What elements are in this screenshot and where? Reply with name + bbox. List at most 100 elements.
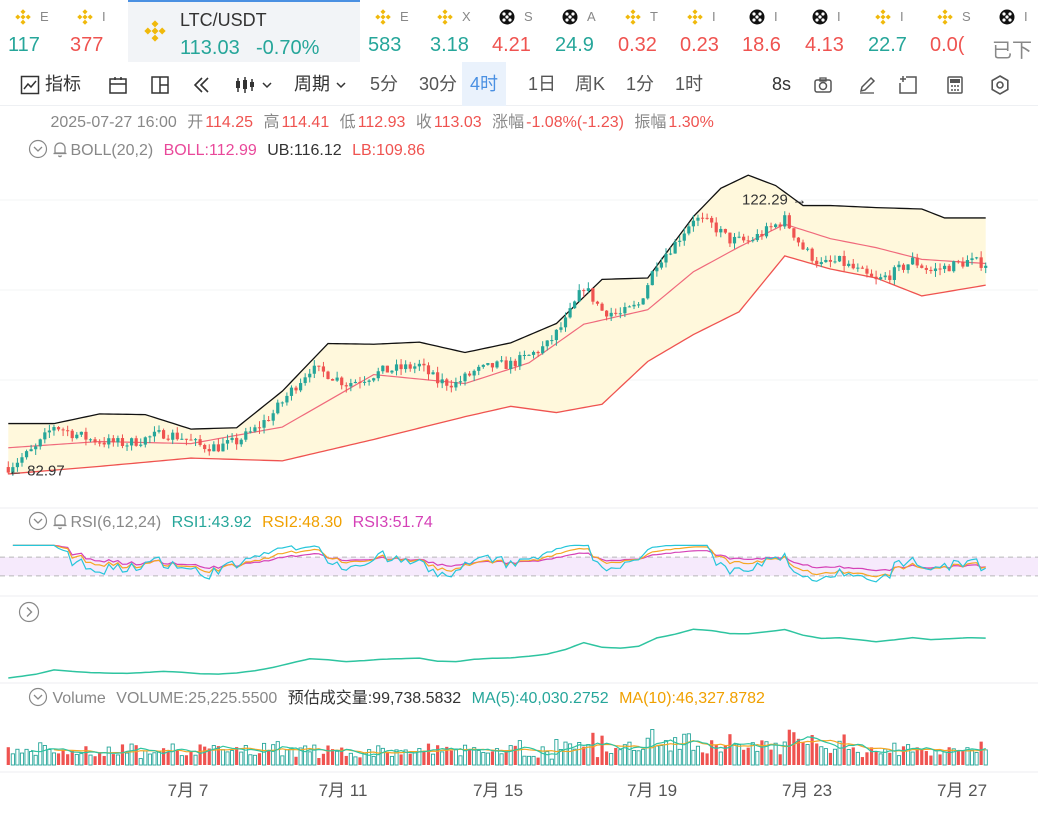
- settings-button[interactable]: [990, 62, 1010, 106]
- x-tick-label: 7月 11: [319, 781, 368, 800]
- volume-bar: [38, 742, 43, 766]
- ticker-symbol: E: [400, 9, 409, 24]
- ticker-symbol: E: [40, 9, 49, 24]
- ticker-item-active[interactable]: LTC/USDT 113.03 -0.70%: [128, 0, 360, 62]
- candle-body: [225, 440, 230, 444]
- max-price-label: 122.29 →: [742, 191, 807, 208]
- candle-body: [760, 234, 764, 237]
- interval-tab[interactable]: 30分: [419, 74, 458, 94]
- candle-body: [436, 372, 440, 384]
- chart-type-button[interactable]: [234, 62, 273, 106]
- collapse-icon[interactable]: [28, 687, 48, 707]
- volume-bar: [152, 752, 157, 766]
- volume-bar: [888, 752, 892, 765]
- candle-body: [193, 439, 198, 441]
- candle-body: [111, 438, 115, 443]
- gate-icon: [499, 9, 515, 25]
- volume-bar: [129, 743, 134, 766]
- volume-bar: [956, 750, 960, 765]
- candle-body: [883, 275, 887, 278]
- replay-button[interactable]: [192, 62, 212, 106]
- candle-body: [189, 439, 193, 441]
- candle-body: [728, 232, 732, 244]
- candle-body: [568, 308, 572, 318]
- candle-body: [678, 240, 682, 242]
- interval-tab[interactable]: 5分: [370, 74, 399, 94]
- collapse-icon[interactable]: [28, 139, 48, 159]
- candle-body: [755, 234, 759, 241]
- candle-body: [600, 303, 604, 311]
- candle-body: [605, 310, 609, 317]
- volume-bar: [156, 751, 162, 766]
- screenshot-button[interactable]: [813, 62, 833, 106]
- candle-body: [353, 381, 358, 384]
- volume-bar: [33, 754, 38, 766]
- add-chart-button[interactable]: [898, 62, 918, 106]
- volume-bar: [600, 735, 604, 765]
- collapse-icon[interactable]: [28, 511, 48, 531]
- volume-bar: [851, 747, 855, 765]
- candle-body: [536, 351, 540, 354]
- candle-body: [463, 373, 467, 382]
- volume-bar: [924, 751, 928, 765]
- interval-tab[interactable]: 周K: [575, 74, 606, 94]
- interval-tab[interactable]: 1日: [528, 74, 557, 94]
- calculator-button[interactable]: [945, 62, 965, 106]
- volume-bar: [51, 752, 57, 766]
- interval-tab[interactable]: 1分: [626, 74, 655, 94]
- volume-bar: [605, 751, 609, 765]
- candle-body: [24, 451, 29, 458]
- candle-body: [901, 264, 906, 270]
- bnb-icon: [144, 20, 166, 42]
- expand-pane-button[interactable]: [18, 601, 40, 628]
- candle-body: [892, 267, 896, 280]
- bnb-icon: [15, 9, 31, 25]
- indicators-button[interactable]: 指标: [20, 62, 81, 106]
- candle-body: [98, 442, 102, 444]
- volume-ma5-line: [30, 736, 986, 756]
- pencil-icon: [859, 77, 876, 94]
- ticker-symbol: I: [1024, 9, 1028, 24]
- volume-bar: [837, 740, 842, 766]
- candle-body: [239, 439, 243, 445]
- candle-body: [107, 438, 111, 445]
- volume-bar: [440, 751, 445, 766]
- candle-body: [15, 462, 20, 468]
- interval-tab[interactable]: 1时: [675, 74, 704, 94]
- candle-body: [518, 355, 522, 367]
- volume-bar: [79, 753, 84, 766]
- ticker-price: 4.13: [805, 34, 844, 56]
- ticker-price: 3.18: [430, 34, 469, 56]
- period-dropdown[interactable]: 周期: [294, 62, 347, 106]
- volume-bar: [307, 751, 312, 766]
- volume-bar: [275, 741, 280, 766]
- draw-button[interactable]: [857, 62, 877, 106]
- volume-bar: [93, 756, 97, 765]
- interval-tab[interactable]: 4时: [462, 62, 507, 106]
- candle-body: [157, 430, 161, 432]
- multi-chart-button[interactable]: [150, 62, 170, 106]
- candle-body: [956, 261, 960, 263]
- volume-bar: [796, 738, 801, 765]
- volume-bar: [983, 749, 988, 766]
- volume-bar: [659, 745, 664, 766]
- volume-bar: [499, 753, 504, 766]
- candle-body: [6, 467, 10, 473]
- candle-body: [152, 431, 157, 437]
- volume-bar: [778, 754, 782, 765]
- volume-bar: [203, 746, 207, 765]
- bell-icon[interactable]: [52, 140, 68, 158]
- volume-bar: [691, 749, 696, 766]
- candle-body: [751, 240, 755, 242]
- volume-bar: [710, 740, 714, 765]
- volume-bar: [801, 741, 805, 765]
- bell-icon[interactable]: [52, 512, 68, 530]
- candle-body: [499, 360, 504, 362]
- volume-bar: [878, 753, 883, 766]
- gate-icon: [562, 9, 578, 25]
- layout-button[interactable]: [108, 62, 128, 106]
- candle-body: [933, 268, 938, 272]
- volume-bar: [591, 732, 595, 765]
- volume-bar: [668, 750, 673, 766]
